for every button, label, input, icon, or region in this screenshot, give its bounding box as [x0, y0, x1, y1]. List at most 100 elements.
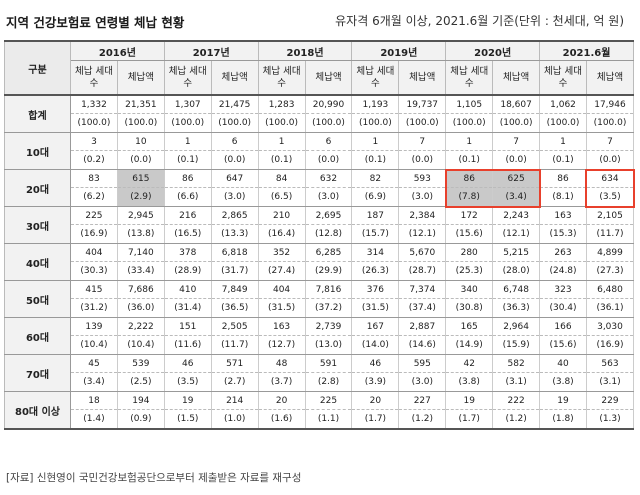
value-cell: 20,990 [304, 95, 353, 114]
age-group-label: 합계 [4, 95, 71, 133]
value-cell: 165 [445, 317, 494, 336]
age-group-label: 20대 [4, 169, 71, 207]
percent-cell: (30.8) [445, 298, 494, 318]
percent-cell: (100.0) [445, 113, 494, 133]
percent-cell: (100.0) [210, 113, 259, 133]
percent-cell: (100.0) [70, 113, 118, 133]
value-cell: 210 [257, 206, 306, 225]
percent-cell: (11.7) [210, 335, 259, 355]
table-row: 40대 404 7,140 378 6,818 352 6,285 314 5,670 280 5,… [4, 243, 635, 281]
percent-cell: (100.0) [116, 113, 165, 133]
percent-cell: (16.9) [70, 224, 118, 244]
value-cell: 42 [445, 354, 494, 373]
value-cell: 591 [304, 354, 353, 373]
value-cell: 10 [116, 132, 165, 151]
value-cell: 20 [257, 391, 306, 410]
value-cell: 2,105 [585, 206, 635, 225]
percent-cell: (3.9) [351, 372, 400, 392]
value-cell: 166 [539, 317, 587, 336]
percent-cell: (3.4) [70, 372, 118, 392]
percent-cell: (15.3) [539, 224, 587, 244]
table-row: 70대 45 539 46 571 48 591 46 595 42 582 40 563 [4, 354, 635, 392]
value-cell: 2,243 [492, 206, 541, 225]
value-cell: 82 [351, 169, 400, 188]
amount-header: 체납액 [492, 60, 541, 96]
percent-cell: (15.6) [445, 224, 494, 244]
percent-cell: (30.3) [70, 261, 118, 281]
value-cell: 582 [492, 354, 541, 373]
table-row-pct: (100.0) (100.0) (100.0) (100.0) (100.0) (100.… [5, 113, 635, 133]
percent-cell: (28.9) [163, 261, 212, 281]
percent-cell: (3.5) [163, 372, 212, 392]
value-cell: 6,480 [585, 280, 635, 299]
year-header: 2020년 [445, 40, 541, 61]
value-cell: 404 [257, 280, 306, 299]
age-group-label: 60대 [4, 317, 71, 355]
age-group-label: 10대 [4, 132, 71, 170]
value-cell: 139 [70, 317, 118, 336]
percent-cell: (6.2) [70, 187, 118, 207]
value-cell: 84 [257, 169, 306, 188]
percent-cell: (31.5) [257, 298, 306, 318]
age-group-label: 50대 [4, 280, 71, 318]
table-row-pct: (3.4) (2.5) (3.5) (2.7) (3.7) (2.8) (3.9) (3.0)… [5, 372, 635, 392]
value-cell: 1,332 [70, 95, 118, 114]
value-cell: 227 [398, 391, 447, 410]
value-cell: 45 [70, 354, 118, 373]
percent-cell: (1.7) [445, 409, 494, 430]
percent-cell: (0.0) [585, 150, 635, 170]
percent-cell: (28.7) [398, 261, 447, 281]
percent-cell: (100.0) [585, 113, 635, 133]
percent-cell: (1.8) [539, 409, 587, 430]
percent-cell: (10.4) [70, 335, 118, 355]
year-header: 2017년 [163, 40, 259, 61]
percent-cell: (3.8) [445, 372, 494, 392]
percent-cell: (0.1) [445, 150, 494, 170]
value-cell: 172 [445, 206, 494, 225]
percent-cell: (100.0) [398, 113, 447, 133]
age-group-label: 70대 [4, 354, 71, 392]
value-cell: 5,215 [492, 243, 541, 262]
percent-cell: (10.4) [116, 335, 165, 355]
value-cell: 6 [210, 132, 259, 151]
value-cell: 225 [304, 391, 353, 410]
percent-cell: (0.9) [116, 409, 165, 430]
amount-header: 체납액 [210, 60, 259, 96]
value-cell: 19,737 [398, 95, 447, 114]
percent-cell: (36.3) [492, 298, 541, 318]
value-cell: 2,222 [116, 317, 165, 336]
percent-cell: (14.9) [445, 335, 494, 355]
percent-cell: (3.0) [398, 187, 447, 207]
percent-cell: (2.7) [210, 372, 259, 392]
table-row: 50대 415 7,686 410 7,849 404 7,816 376 7,374 340 6,… [4, 280, 635, 318]
value-cell: 2,739 [304, 317, 353, 336]
value-cell: 216 [163, 206, 212, 225]
table-row-pct: (10.4) (10.4) (11.6) (11.7) (12.7) (13.0) (14.… [5, 335, 635, 355]
percent-cell: (16.4) [257, 224, 306, 244]
year-header: 2016년 [70, 40, 165, 61]
percent-cell: (2.5) [116, 372, 165, 392]
value-cell: 21,351 [116, 95, 165, 114]
value-cell: 1,105 [445, 95, 494, 114]
value-cell: 187 [351, 206, 400, 225]
value-cell: 46 [351, 354, 400, 373]
value-cell: 1 [163, 132, 212, 151]
value-cell: 163 [539, 206, 587, 225]
table-row: 60대 139 2,222 151 2,505 163 2,739 167 2,887 165 2,… [4, 317, 635, 355]
value-cell: 20 [351, 391, 400, 410]
percent-cell: (33.4) [116, 261, 165, 281]
percent-cell: (15.9) [492, 335, 541, 355]
category-header: 구분 [4, 40, 71, 96]
value-cell: 563 [585, 354, 635, 373]
value-cell: 7 [585, 132, 635, 151]
value-cell: 323 [539, 280, 587, 299]
page-title: 지역 건강보험료 연령별 체납 현황 [6, 15, 185, 30]
value-cell: 593 [398, 169, 447, 188]
households-header: 체납 세대수 [351, 60, 400, 96]
value-cell: 340 [445, 280, 494, 299]
value-cell: 352 [257, 243, 306, 262]
value-cell: 3,030 [585, 317, 635, 336]
source-note: [자료] 신현영이 국민건강보험공단으로부터 제출받은 자료를 재구성 [6, 472, 302, 484]
table-row: 20대 83 615 86 647 84 632 82 593 86 625 86 634 [4, 169, 635, 207]
percent-cell: (0.0) [210, 150, 259, 170]
